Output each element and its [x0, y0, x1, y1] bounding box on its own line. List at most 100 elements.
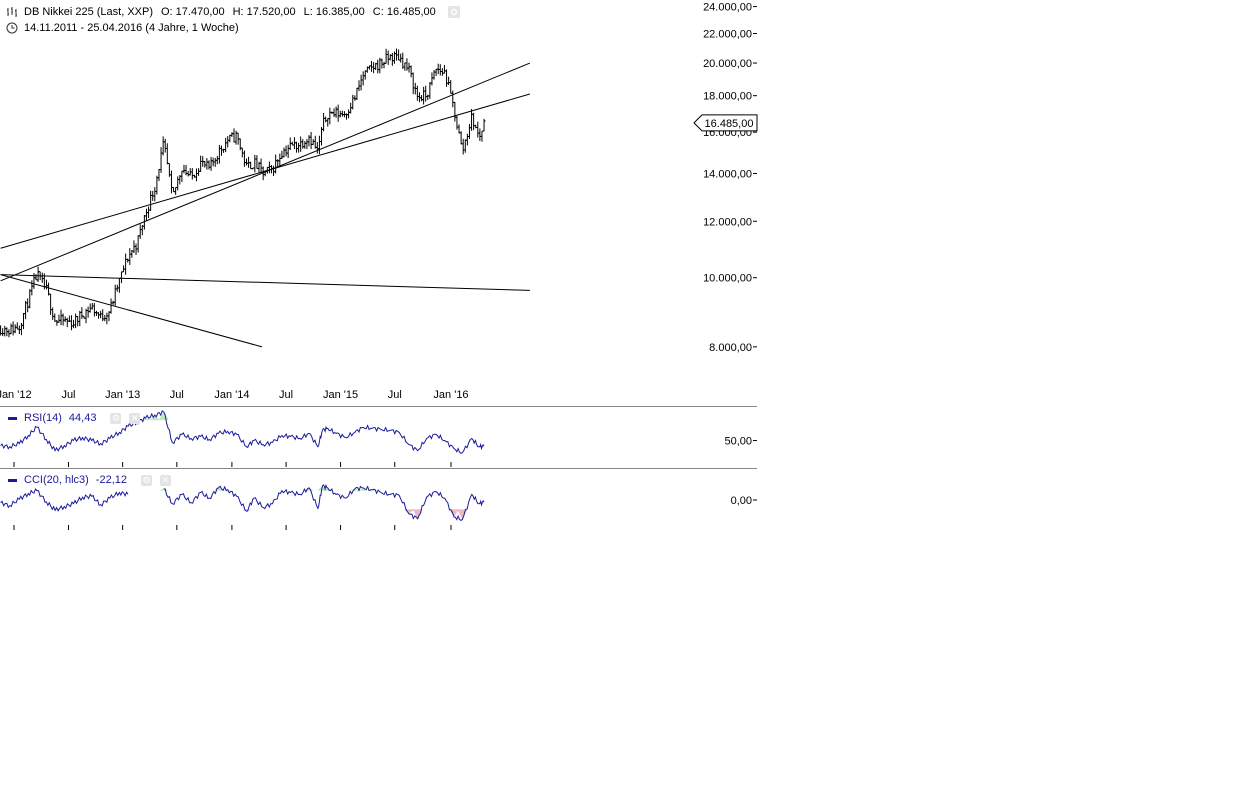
y-axis: 8.000,0010.000,0012.000,0014.000,0016.00… [703, 2, 757, 354]
price-bar [215, 155, 219, 165]
date-range-row: 14.11.2011 - 25.04.2016 (4 Jahre, 1 Woch… [6, 20, 239, 36]
price-bar [109, 298, 113, 314]
price-bar [278, 153, 282, 167]
price-bar [249, 161, 253, 170]
price-bar [372, 62, 376, 74]
price-bar [299, 136, 303, 152]
price-bar [409, 65, 413, 78]
price-bar [351, 94, 355, 110]
price-bar [376, 59, 380, 74]
rsi-name: RSI(14) [24, 412, 62, 424]
trendline[interactable] [0, 274, 263, 348]
price-bar [203, 160, 207, 168]
rsi-line[interactable] [0, 410, 485, 454]
price-bar [295, 141, 299, 153]
price-bar [219, 145, 223, 156]
price-bar [230, 132, 234, 137]
price-bar [65, 317, 69, 328]
price-bar [472, 112, 476, 131]
price-bar [417, 92, 421, 103]
rsi-overbought-fill [149, 415, 160, 421]
price-bar [59, 309, 63, 326]
cci-remove-icon[interactable]: ✕ [160, 474, 171, 486]
price-plot-area[interactable] [0, 48, 486, 338]
price-bar [445, 69, 449, 87]
x-tick-label: Jul [170, 389, 184, 401]
y-tick-label: 24.000,00 [703, 2, 752, 14]
trendlines[interactable] [0, 62, 531, 348]
rsi-panel[interactable]: 50,00 [0, 410, 757, 454]
price-bar [78, 310, 82, 327]
price-bar [176, 176, 180, 191]
price-bar [1, 328, 5, 337]
cci-line[interactable] [0, 483, 485, 521]
price-bar [205, 158, 209, 170]
price-bar [28, 289, 32, 309]
price-bar [224, 137, 228, 153]
cci-overbought-fill [158, 488, 169, 491]
price-bar [332, 108, 336, 117]
price-bar [213, 157, 217, 167]
price-bar [165, 143, 169, 165]
price-bar [119, 271, 123, 284]
price-bar [259, 158, 263, 174]
price-bar [274, 154, 278, 174]
price-bar [324, 116, 328, 123]
price-bar [253, 154, 257, 173]
price-bar [53, 313, 57, 322]
trendline[interactable] [0, 274, 530, 291]
price-bar [149, 190, 153, 211]
cci-panel[interactable]: 0,00 [0, 483, 757, 521]
price-bar [232, 128, 236, 143]
price-bar [440, 68, 444, 76]
cci-last-value: -22,12 [95, 474, 127, 486]
price-bar [422, 86, 426, 105]
price-bar [92, 302, 96, 317]
panel-separators [0, 406, 757, 469]
cci-settings-icon[interactable]: ⚙ [141, 474, 152, 486]
trendline[interactable] [0, 62, 531, 282]
price-bar [155, 175, 159, 195]
price-bar [436, 63, 440, 75]
price-bar [478, 128, 482, 141]
rsi-settings-icon[interactable]: ⚙ [110, 412, 122, 424]
price-bar [97, 312, 101, 319]
price-bar [315, 142, 319, 154]
price-bar [390, 53, 394, 66]
price-bar [380, 58, 384, 69]
price-bar [303, 141, 307, 149]
price-bar [34, 274, 38, 281]
price-bar [111, 300, 115, 305]
settings-gear-icon[interactable] [447, 6, 460, 18]
price-bar [122, 265, 126, 273]
price-bar [3, 325, 7, 337]
last-price-marker: 16.485,00 [693, 114, 758, 132]
price-bar [401, 52, 405, 69]
price-bar [26, 298, 30, 313]
price-bar [276, 159, 280, 167]
price-bar [370, 60, 374, 72]
x-tick-label: Jul [61, 389, 75, 401]
price-bar [361, 71, 365, 86]
trendline[interactable] [0, 93, 531, 249]
price-bar [209, 156, 213, 171]
price-bar [159, 147, 163, 173]
price-bar [101, 309, 105, 322]
price-bar [386, 50, 390, 65]
price-bar [22, 312, 26, 330]
price-bar [138, 224, 142, 239]
price-bar [55, 320, 59, 326]
price-bar [99, 310, 103, 319]
price-bar [313, 135, 317, 149]
price-bar [174, 186, 178, 195]
price-bar [182, 164, 186, 174]
rsi-legend: RSI(14) 44,43 ⚙ ✕ [8, 412, 141, 424]
price-bar [124, 253, 128, 275]
rsi-remove-icon[interactable]: ✕ [129, 412, 141, 424]
price-bar [347, 109, 351, 119]
price-bar [136, 235, 140, 253]
price-bar [161, 136, 165, 156]
price-bar [284, 145, 288, 157]
price-bar [326, 118, 330, 127]
